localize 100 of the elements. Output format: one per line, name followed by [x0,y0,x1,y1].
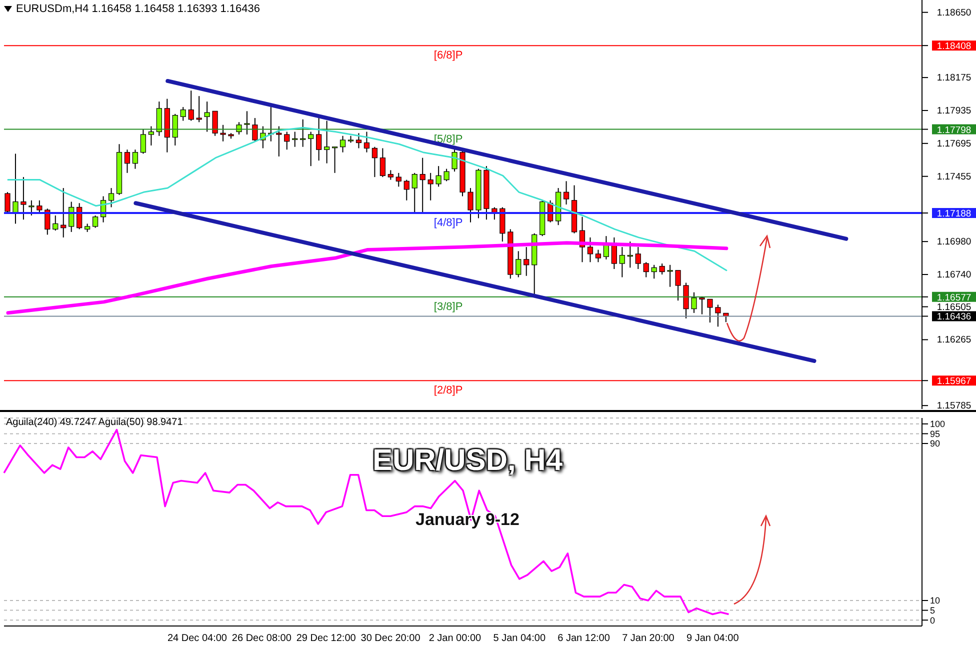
candlestick [452,149,458,172]
candlestick [276,126,282,157]
candlestick [92,214,98,228]
candlestick [563,180,570,205]
candlestick [196,96,202,123]
y-tick-label: 1.18408 [936,41,972,52]
candlestick [68,201,74,232]
y-tick-label: 90 [930,438,940,449]
candlestick [292,131,298,148]
candlestick [4,192,10,214]
candlestick [587,236,594,263]
ref-line-label: [3/8]P [434,300,463,313]
x-tick-label: 29 Dec 12:00 [296,633,356,644]
candlestick [595,249,602,263]
candlestick [140,128,146,154]
candlestick [44,208,50,236]
y-tick-label: 1.16577 [936,292,972,304]
x-tick-label: 26 Dec 08:00 [232,633,292,644]
y-tick-label: 1.16740 [936,269,972,280]
y-tick-label: 10 [930,596,940,606]
y-tick-label: 1.16505 [936,302,972,313]
candlestick [108,188,114,208]
candlestick [659,263,665,275]
x-tick-label: 6 Jan 12:00 [558,633,610,644]
candlestick [388,170,394,180]
candlestick [420,157,426,214]
y-tick-label: 1.17455 [936,171,972,182]
candlestick [444,168,450,182]
candlestick [36,200,42,214]
x-tick-label: 7 Jan 20:00 [622,633,675,644]
candlestick [284,131,290,150]
candlestick [627,241,633,268]
candlestick [212,110,218,136]
candlestick [396,172,402,188]
y-tick-label: 1.15785 [936,400,972,412]
y-tick-label: 1.17798 [936,124,972,136]
candlestick [28,200,34,216]
y-tick-label: 1.17935 [936,105,972,116]
line-series [6,241,728,315]
candlestick [707,298,713,324]
candlestick [324,120,330,164]
y-tick-label: 1.17188 [936,208,972,220]
ref-line-label: [4/8]P [434,217,463,230]
candlestick [372,146,378,178]
candlestick [380,148,386,178]
y-tick-label: 1.15967 [936,376,972,388]
candlestick [316,118,322,162]
candlestick [156,101,162,136]
y-tick-label: 0 [930,615,936,626]
candlestick [180,106,186,122]
candlestick [12,153,18,224]
candlestick [524,246,530,276]
y-tick-label: 1.16265 [936,334,972,346]
ref-line-label: [6/8]P [434,50,463,62]
candlestick [188,90,194,122]
chart-title: Aguila(240) 49.7247 Aguila(50) 98.9471 [6,417,183,428]
candlestick [204,101,210,132]
candlestick [20,176,26,220]
candlestick [364,131,370,153]
candlestick [715,304,721,328]
candlestick [148,126,154,146]
candlestick [643,262,649,278]
candlestick [332,146,338,174]
y-tick-label: 100 [930,419,946,430]
candlestick [691,292,697,314]
x-tick-label: 5 Jan 04:00 [493,633,546,644]
x-tick-label: 2 Jan 00:00 [428,633,482,644]
candlestick [683,282,689,319]
y-tick-label: 1.17695 [936,138,972,150]
candlestick [356,132,362,149]
candlestick [675,270,681,302]
y-tick-label: 5 [930,605,936,616]
candlestick [667,264,673,288]
y-tick-label: 1.16980 [936,236,972,248]
y-tick-label: 1.16436 [936,312,972,323]
candlestick [132,149,138,170]
candlestick [468,188,474,223]
candlestick [300,118,306,148]
candlestick [340,135,346,153]
candlestick [220,124,226,142]
candlestick [172,113,178,146]
candlestick [124,149,130,174]
candlestick [699,296,705,315]
candlestick [635,246,641,270]
candlestick [428,172,434,201]
candlestick [516,250,522,278]
x-tick-label: 24 Dec 04:00 [168,633,228,644]
candlestick [60,188,66,238]
y-tick-label: 95 [930,428,940,439]
x-tick-label: 30 Dec 20:00 [360,633,421,644]
candlestick [619,246,625,278]
candlestick [651,264,657,280]
candlestick [244,110,250,136]
candlestick [252,118,258,142]
x-tick-label: 9 Jan 04:00 [686,633,740,644]
candlestick [436,166,442,188]
annotation: EUR/USD, H4 [371,444,566,478]
y-tick-label: 1.18175 [936,72,972,84]
line-series [3,428,730,616]
y-tick-label: 1.18650 [936,7,972,18]
